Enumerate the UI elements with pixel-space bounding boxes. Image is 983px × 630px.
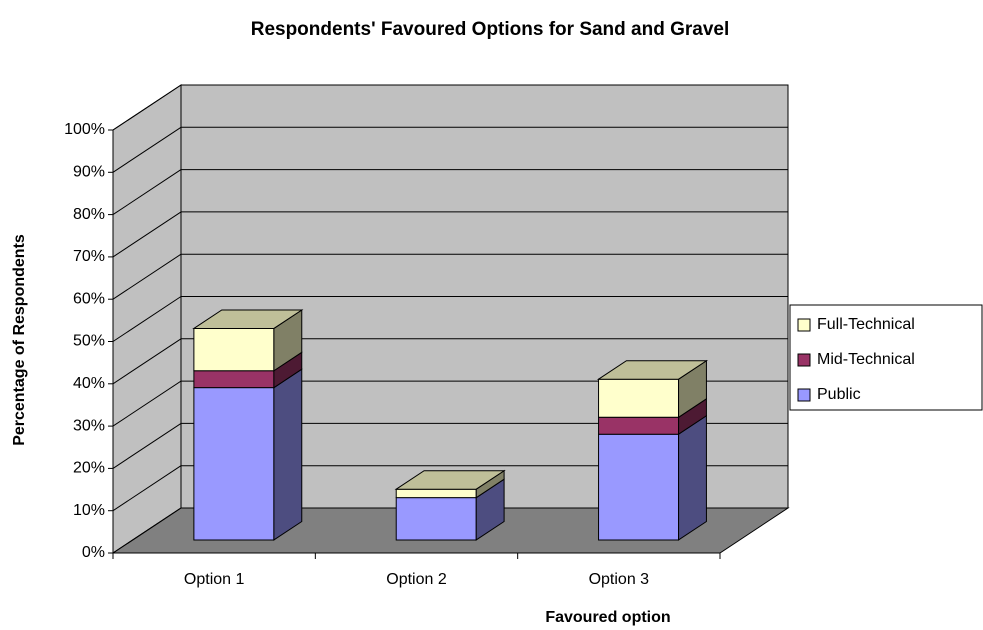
grid-line bbox=[112, 380, 182, 427]
grid-line bbox=[112, 507, 182, 554]
grid-line bbox=[112, 422, 182, 469]
grid-line bbox=[112, 169, 182, 216]
legend-label: Mid-Technical bbox=[817, 351, 915, 368]
legend-swatch bbox=[797, 353, 811, 367]
grid-line bbox=[112, 84, 182, 131]
y-tick-label: 30% bbox=[73, 417, 105, 434]
x-tick-label: Option 1 bbox=[184, 571, 245, 588]
legend-swatch bbox=[797, 388, 811, 402]
grid-line bbox=[112, 338, 182, 385]
legend-box bbox=[789, 304, 983, 411]
grid-line bbox=[112, 211, 182, 258]
bar-top bbox=[192, 309, 304, 329]
bar-side bbox=[273, 368, 303, 541]
y-tick-label: 20% bbox=[73, 460, 105, 477]
bar-front bbox=[193, 370, 275, 389]
y-tick-label: 40% bbox=[73, 375, 105, 392]
grid-line bbox=[112, 296, 182, 342]
grid-line bbox=[112, 253, 182, 300]
bar-top bbox=[596, 360, 709, 380]
y-tick-label: 10% bbox=[73, 502, 105, 519]
bar-front bbox=[193, 387, 275, 541]
bar-front bbox=[395, 497, 477, 541]
y-tick-label: 0% bbox=[82, 544, 105, 561]
y-tick-label: 80% bbox=[73, 206, 105, 223]
bar-front bbox=[598, 378, 680, 418]
y-axis-label: Percentage of Respondents bbox=[11, 234, 28, 446]
legend-label: Full-Technical bbox=[817, 316, 915, 333]
y-tick-label: 90% bbox=[73, 164, 105, 181]
grid-line bbox=[112, 465, 182, 512]
bar-front bbox=[395, 488, 477, 499]
x-tick-label: Option 2 bbox=[386, 571, 447, 588]
legend-label: Public bbox=[817, 386, 861, 403]
y-tick-label: 50% bbox=[73, 333, 105, 350]
y-tick-label: 100% bbox=[64, 121, 105, 138]
x-tick-label: Option 3 bbox=[589, 571, 650, 588]
x-axis-label: Favoured option bbox=[545, 609, 670, 626]
grid-line bbox=[112, 126, 182, 173]
legend-swatch bbox=[797, 318, 811, 332]
bar-front bbox=[193, 327, 275, 372]
bar-side bbox=[678, 414, 707, 541]
y-tick-label: 70% bbox=[73, 248, 105, 265]
chart-title: Respondents' Favoured Options for Sand a… bbox=[251, 19, 730, 40]
y-tick-label: 60% bbox=[73, 290, 105, 307]
bar-front bbox=[598, 416, 680, 435]
bar-top bbox=[394, 470, 506, 490]
bar-front bbox=[598, 433, 680, 541]
